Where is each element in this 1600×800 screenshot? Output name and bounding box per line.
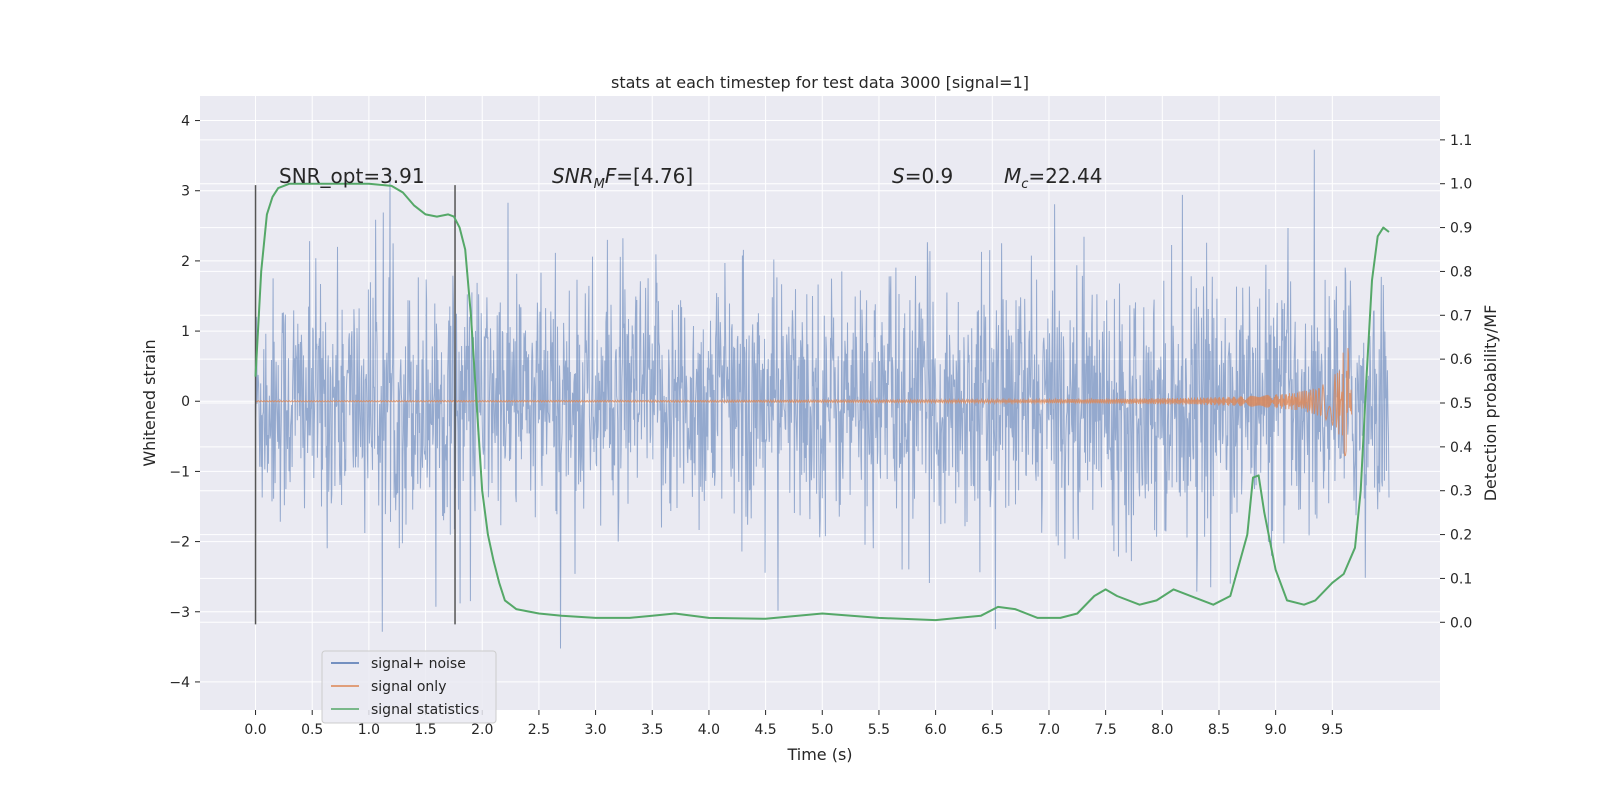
- signal-only-line: [255, 348, 1353, 457]
- y-tick-label: 3: [181, 184, 190, 200]
- x-tick-label: 8.5: [1208, 722, 1230, 738]
- signal-statistics-series: [254, 182, 1390, 622]
- x-tick-label: 2.0: [471, 722, 493, 738]
- y-tick-label: −1: [169, 464, 190, 480]
- x-tick-label: 1.0: [358, 722, 380, 738]
- x-tick-label: 4.0: [698, 722, 720, 738]
- x-tick-label: 8.0: [1151, 722, 1173, 738]
- x-axis-label: Time (s): [786, 745, 852, 764]
- vertical-markers: [254, 185, 456, 625]
- y-axis-ticks: 4 3 2 1 0 −1 −2 −3 −4: [169, 114, 200, 691]
- legend-label-signal: signal only: [371, 679, 446, 695]
- annotations: SNR_opt=3.91 SNRMF=[4.76] S=0.9 Mc=22.44: [279, 164, 1102, 192]
- x-tick-label: 3.5: [641, 722, 663, 738]
- y2-axis-ticks: 1.1 1.0 0.9 0.8 0.7 0.6 0.5 0.4 0.3 0.2 0.1 0.0: [1440, 133, 1472, 631]
- x-tick-label: 7.5: [1094, 722, 1116, 738]
- y2-tick-label: 0.9: [1450, 221, 1472, 237]
- y-tick-label: −4: [169, 675, 190, 691]
- y2-tick-label: 0.6: [1450, 352, 1472, 368]
- y-tick-label: 2: [181, 254, 190, 270]
- y2-axis-label: Detection probability/MF: [1481, 305, 1500, 502]
- y2-tick-label: 1.1: [1450, 133, 1472, 149]
- annotation-snr-opt: SNR_opt=3.91: [279, 164, 425, 188]
- y2-tick-label: 0.2: [1450, 528, 1472, 544]
- annotation-s: S=0.9: [892, 164, 953, 188]
- y2-tick-label: 0.0: [1450, 615, 1472, 631]
- x-axis-ticks: 0.0 0.5 1.0 1.5 2.0 2.5 3.0 3.5 4.0 4.5 5.0 5.5 6.0 6…: [244, 710, 1343, 738]
- x-tick-label: 1.5: [414, 722, 436, 738]
- y2-tick-label: 0.8: [1450, 264, 1472, 280]
- x-tick-label: 2.5: [528, 722, 550, 738]
- y2-tick-label: 0.1: [1450, 571, 1472, 587]
- x-tick-label: 0.0: [244, 722, 266, 738]
- signal-statistics-line: [254, 182, 1390, 622]
- y2-tick-label: 0.5: [1450, 396, 1472, 412]
- x-tick-label: 5.0: [811, 722, 833, 738]
- x-tick-label: 5.5: [868, 722, 890, 738]
- annotation-snr-mf: SNRMF=[4.76]: [552, 164, 693, 192]
- chart-title: stats at each timestep for test data 300…: [611, 73, 1029, 92]
- y2-tick-label: 0.4: [1450, 440, 1472, 456]
- y2-tick-label: 0.3: [1450, 484, 1472, 500]
- y-tick-label: 4: [181, 114, 190, 130]
- x-tick-label: 9.5: [1321, 722, 1343, 738]
- x-tick-label: 6.5: [981, 722, 1003, 738]
- legend: signal+ noise signal only signal statist…: [321, 650, 497, 724]
- legend-label-stat: signal statistics: [371, 702, 479, 718]
- annotation-mc: Mc=22.44: [1004, 164, 1102, 192]
- x-tick-label: 7.0: [1038, 722, 1060, 738]
- y-axis-label: Whitened strain: [140, 339, 159, 466]
- x-tick-label: 4.5: [754, 722, 776, 738]
- x-tick-label: 9.0: [1265, 722, 1287, 738]
- y-tick-label: 1: [181, 324, 190, 340]
- legend-box: [321, 650, 497, 724]
- y-tick-label: −2: [169, 535, 190, 551]
- legend-label-noise: signal+ noise: [371, 656, 466, 672]
- x-tick-label: 3.0: [584, 722, 606, 738]
- y2-tick-label: 1.0: [1450, 177, 1472, 193]
- y-tick-label: 0: [181, 394, 190, 410]
- y-tick-label: −3: [169, 605, 190, 621]
- x-tick-label: 0.5: [301, 722, 323, 738]
- y2-tick-label: 0.7: [1450, 308, 1472, 324]
- x-tick-label: 6.0: [924, 722, 946, 738]
- signal-only-series: [255, 348, 1353, 457]
